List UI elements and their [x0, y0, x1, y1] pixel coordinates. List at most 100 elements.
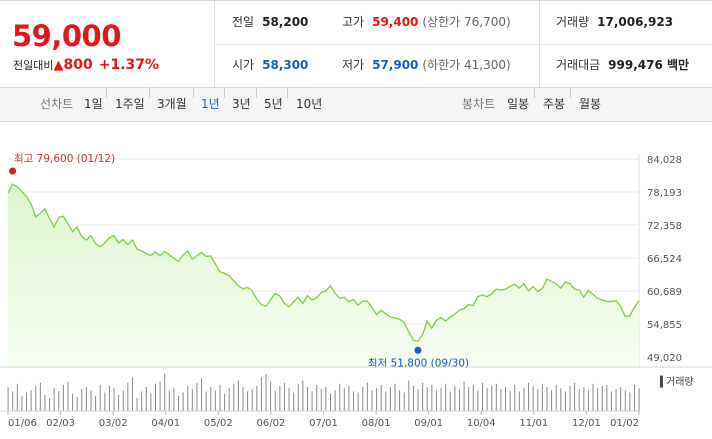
x-tick-label: 12/01: [572, 418, 601, 429]
volume-bar: [385, 391, 387, 411]
tab-separator: [224, 88, 225, 98]
volume-bar: [136, 397, 138, 411]
tab-separator: [534, 88, 535, 98]
volume-bar: [601, 385, 603, 411]
volume-legend-icon: ▍: [659, 375, 668, 388]
volume-bar: [44, 394, 46, 411]
volume-bar: [168, 390, 170, 411]
volume-bar: [164, 374, 166, 411]
volume-bar: [578, 389, 580, 411]
volume-bar: [454, 385, 456, 411]
volume-bar: [449, 391, 451, 411]
volume-bar: [150, 393, 152, 411]
volume-bar: [495, 383, 497, 411]
tab-separator: [570, 88, 571, 98]
volume-bar: [53, 388, 55, 411]
volume-bar: [72, 393, 74, 411]
tab-10y[interactable]: 10년: [296, 97, 323, 111]
volume-bar: [426, 387, 428, 411]
tab-3y[interactable]: 3년: [232, 97, 251, 111]
volume-bar: [35, 385, 37, 411]
volume-bar: [90, 390, 92, 411]
volume-bar: [376, 388, 378, 411]
volume-bar: [399, 390, 401, 411]
volume-bar: [587, 390, 589, 411]
volume-bar: [486, 388, 488, 411]
volume-bar: [633, 384, 635, 411]
volume-bar: [514, 384, 516, 411]
volume-bar: [187, 385, 189, 411]
volume-bar: [39, 382, 41, 411]
volume-bar: [532, 385, 534, 411]
x-tick-label: 01/06: [8, 418, 37, 429]
volume-bar: [491, 385, 493, 411]
change-label: 전일대비: [13, 59, 54, 72]
volume-bar: [463, 381, 465, 411]
volume-bar: [518, 391, 520, 411]
volume-bar: [509, 390, 511, 411]
volume-bar: [182, 392, 184, 411]
volume-bar: [537, 389, 539, 411]
volume-bar: [477, 390, 479, 411]
volume-bar: [316, 384, 318, 411]
tab-5y[interactable]: 5년: [264, 97, 283, 111]
volume-bar: [440, 388, 442, 411]
tab-1y[interactable]: 1년: [201, 97, 220, 111]
volume-bar: [122, 390, 124, 411]
summary-row-1: 전일 58,200 고가 59,400 (상한가 76,700) 거래량 17,006,…: [214, 1, 712, 45]
volume-bar: [458, 389, 460, 411]
volume-bar: [348, 385, 350, 411]
volume-bar: [417, 389, 419, 411]
volume-bar: [394, 383, 396, 411]
volume-bar: [247, 391, 249, 411]
tab-separator: [149, 88, 150, 98]
volume-bar: [412, 385, 414, 411]
volume-bar: [330, 393, 332, 411]
tab-3m[interactable]: 3개월: [157, 97, 187, 111]
volume-bar: [12, 391, 14, 411]
volume-bar: [256, 385, 258, 411]
y-tick-label: 60,689: [647, 287, 682, 298]
volume-bar: [288, 388, 290, 411]
x-tick-label: 11/01: [519, 418, 548, 429]
up-arrow-icon: ▲: [53, 58, 64, 73]
tab-1d[interactable]: 1일: [84, 97, 103, 111]
volume-bar: [274, 390, 276, 411]
tab-monthly[interactable]: 월봉: [579, 97, 602, 111]
volume-bar: [191, 389, 193, 411]
tab-1w[interactable]: 1주일: [115, 97, 145, 111]
volume-bar: [201, 378, 203, 411]
day-low: 저가 57,900 (하한가 41,300): [342, 58, 511, 72]
volume-bar: [76, 396, 78, 411]
volume-bar: [583, 387, 585, 411]
volume-bar: [30, 390, 32, 411]
x-tick-label: 03/02: [99, 418, 128, 429]
volume-bar: [178, 395, 180, 411]
volume-bar: [638, 388, 640, 411]
x-tick-label: 01/02: [610, 418, 639, 429]
x-tick-label: 10/04: [467, 418, 496, 429]
open-value: 58,300: [262, 58, 309, 72]
volume-bar: [592, 383, 594, 411]
volume-bar: [58, 391, 60, 411]
day-high: 고가 59,400 (상한가 76,700): [342, 15, 511, 29]
volume-bar: [541, 383, 543, 411]
volume-bar: [219, 384, 221, 411]
volume-bar: [546, 387, 548, 411]
volume: 거래량 17,006,923: [556, 15, 674, 29]
x-tick-label: 07/01: [309, 418, 338, 429]
volume-bar: [7, 387, 9, 411]
tab-separator: [193, 88, 194, 98]
y-tick-label: 84,028: [647, 155, 682, 166]
volume-bar: [81, 389, 83, 411]
volume-bar: [574, 382, 576, 411]
day-low-value: 57,900: [372, 58, 419, 72]
volume-bar: [270, 381, 272, 411]
tab-daily[interactable]: 일봉: [507, 97, 530, 111]
prev-close: 전일 58,200: [232, 15, 309, 29]
volume-bar: [408, 380, 410, 411]
volume-bar: [205, 391, 207, 411]
volume-bar: [251, 389, 253, 411]
volume-bar: [67, 381, 69, 411]
tab-weekly[interactable]: 주봉: [543, 97, 566, 111]
